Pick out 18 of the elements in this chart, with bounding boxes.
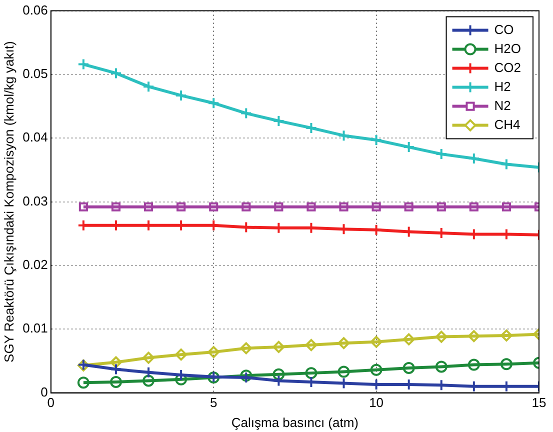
x-axis-title: Çalışma basıncı (atm)	[231, 414, 359, 430]
y-axis-title: SGY Reaktörü Çıkışındaki Kompozisyon (kmol/kg yakıt)	[1, 41, 16, 362]
legend-label: CH4	[494, 116, 520, 132]
legend-label: CO2	[494, 60, 522, 75]
y-tick-label: 0.01	[22, 320, 48, 336]
legend-label: H2	[494, 78, 511, 94]
y-tick-label: 0	[40, 384, 48, 400]
x-tick-label: 10	[369, 395, 384, 410]
x-tick-label: 15	[532, 395, 546, 410]
y-tick-label: 0.03	[22, 193, 48, 208]
y-tick-label: 0.06	[22, 2, 48, 18]
legend-label: CO	[494, 22, 514, 37]
y-tick-label: 0.04	[22, 130, 48, 145]
legend-label: H2O	[494, 40, 522, 56]
y-tick-label: 0.02	[22, 257, 48, 272]
legend-label: N2	[494, 98, 511, 113]
x-tick-label: 5	[210, 395, 218, 410]
y-tick-label: 0.05	[22, 66, 48, 82]
